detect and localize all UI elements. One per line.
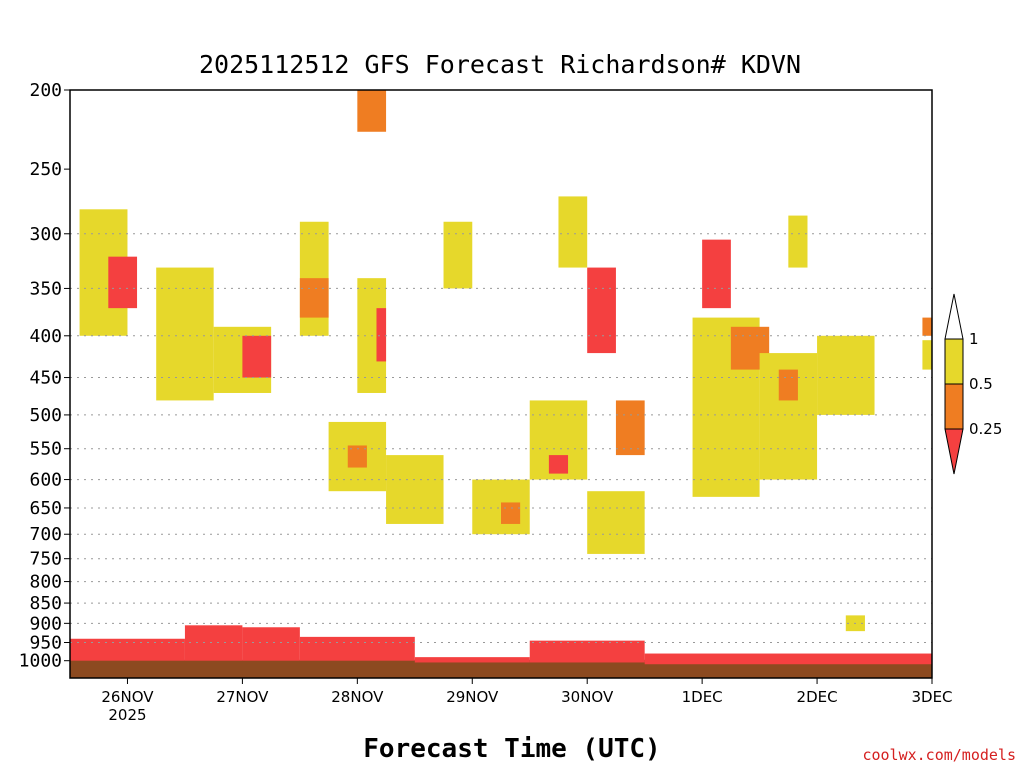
- y-tick-label: 800: [29, 572, 62, 593]
- plot-border: [69, 89, 933, 679]
- heatmap-cell: [587, 267, 616, 354]
- y-tick-label: 950: [29, 633, 62, 654]
- heatmap-cell: [817, 335, 875, 415]
- y-tick-label: 850: [29, 593, 62, 614]
- y-tick-label: 500: [29, 405, 62, 426]
- heatmap-cell: [414, 657, 530, 663]
- y-tick-label: 550: [29, 439, 62, 460]
- heatmap-cell: [357, 90, 387, 132]
- chart-title: 2025112512 GFS Forecast Richardson# KDVN: [198, 50, 802, 79]
- y-tick-label: 600: [29, 470, 62, 491]
- y-tick-label: 1000: [19, 651, 62, 672]
- legend-label: 1: [969, 330, 979, 348]
- y-tick-label: 350: [29, 278, 62, 299]
- heatmap-cell: [376, 308, 387, 362]
- legend-swatch-bottom: [944, 428, 964, 475]
- heatmap-cell: [156, 267, 214, 401]
- y-tick-label: 750: [29, 549, 62, 570]
- heatmap-cell: [347, 445, 367, 468]
- heatmap-cell: [70, 638, 185, 661]
- heatmap-cell: [184, 625, 243, 661]
- heatmap-cell: [242, 335, 272, 378]
- colorbar-legend: 1 0.5 0.25: [944, 293, 1002, 475]
- y-tick-label: 650: [29, 498, 62, 519]
- heatmap-cell: [778, 369, 798, 401]
- heatmap-cell: [386, 455, 444, 524]
- heatmap-cell: [644, 653, 932, 665]
- heatmap-cell: [548, 455, 569, 474]
- credit-link[interactable]: coolwx.com/models: [862, 746, 1016, 764]
- x-tick-label: 1DEC: [682, 688, 723, 706]
- heatmap-cell: [501, 502, 521, 524]
- heatmap-cell: [299, 636, 415, 661]
- y-tick-label: 250: [29, 159, 62, 180]
- legend-swatch: [944, 338, 964, 385]
- heatmap-cell: [922, 340, 932, 370]
- x-tick-label: 26NOV: [101, 688, 154, 706]
- y-tick-label: 450: [29, 368, 62, 389]
- heatmap-cell: [443, 221, 473, 289]
- x-axis-label: Forecast Time (UTC): [363, 734, 661, 764]
- x-tick-label: 29NOV: [446, 688, 499, 706]
- x-tick-label: 27NOV: [216, 688, 269, 706]
- heatmap-cell: [788, 215, 808, 268]
- y-tick-label: 400: [29, 326, 62, 347]
- y-axis: 200 250 300 350 400 450 500 550 600 650 700 7508008…: [19, 80, 70, 672]
- heatmap-cell: [108, 256, 138, 309]
- heatmap-cell: [702, 239, 731, 309]
- heatmap-cell: [299, 278, 329, 318]
- y-tick-label: 900: [29, 613, 62, 634]
- legend-swatch-top: [944, 293, 964, 340]
- x-tick-label: 28NOV: [331, 688, 384, 706]
- x-tick-year-label: 2025: [108, 706, 146, 724]
- legend-label: 0.25: [969, 420, 1002, 438]
- plot-frame: [69, 89, 933, 679]
- heatmap-cell: [587, 491, 645, 554]
- heatmap-cell: [242, 627, 300, 661]
- heatmap-cell: [922, 317, 932, 336]
- x-tick-label: 30NOV: [561, 688, 614, 706]
- x-tick-label: 3DEC: [911, 688, 952, 706]
- y-tick-label: 200: [29, 80, 62, 101]
- heatmap-cell: [558, 196, 588, 268]
- x-tick-label: 2DEC: [797, 688, 838, 706]
- heatmap-cell: [615, 400, 645, 456]
- heatmap-cell: [529, 640, 645, 663]
- legend-swatch: [944, 383, 964, 430]
- y-tick-label: 700: [29, 524, 62, 545]
- y-tick-label: 300: [29, 224, 62, 245]
- legend-label: 0.5: [969, 375, 993, 393]
- heatmap-cells: [70, 90, 932, 678]
